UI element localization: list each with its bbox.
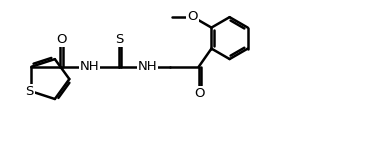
Text: NH: NH: [80, 60, 99, 73]
Text: O: O: [187, 10, 198, 23]
Text: S: S: [26, 85, 34, 98]
Text: NH: NH: [138, 60, 157, 73]
Text: O: O: [56, 33, 67, 46]
Text: S: S: [115, 33, 123, 46]
Text: O: O: [194, 87, 205, 100]
